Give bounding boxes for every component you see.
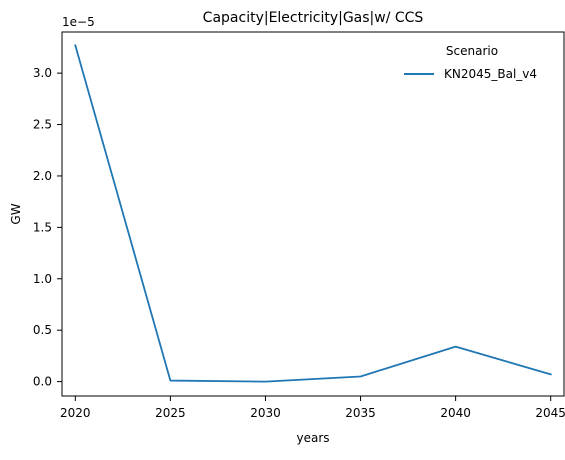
x-tick-label: 2025 <box>155 406 186 420</box>
y-axis-offset-label: 1e−5 <box>62 15 95 29</box>
legend: Scenario KN2045_Bal_v4 <box>404 44 537 81</box>
series-line-kn2045-bal-v4 <box>74 44 552 383</box>
y-tick-label: 3.0 <box>33 66 52 80</box>
x-axis-ticks: 2020 2025 2030 2035 2040 2045 <box>60 396 565 420</box>
chart-title: Capacity|Electricity|Gas|w/ CCS <box>203 10 424 26</box>
x-tick-label: 2035 <box>345 406 376 420</box>
plot-frame <box>61 31 565 397</box>
x-tick-label: 2045 <box>535 406 565 420</box>
series-layer <box>74 44 552 383</box>
plot-area <box>61 31 565 397</box>
x-axis-label: years <box>296 431 329 445</box>
y-tick-label: 0.5 <box>33 323 52 337</box>
y-axis-label: GW <box>9 203 23 224</box>
legend-title: Scenario <box>446 44 498 58</box>
y-tick-label: 1.5 <box>33 220 52 234</box>
y-tick-label: 1.0 <box>33 272 52 286</box>
y-tick-label: 0.0 <box>33 375 52 389</box>
y-axis-ticks: 0.0 0.5 1.0 1.5 2.0 2.5 3.0 <box>33 66 62 389</box>
y-tick-label: 2.0 <box>33 169 52 183</box>
y-tick-label: 2.5 <box>33 118 52 132</box>
x-tick-label: 2040 <box>440 406 471 420</box>
legend-label-kn2045-bal-v4: KN2045_Bal_v4 <box>444 67 537 81</box>
x-tick-label: 2020 <box>60 406 91 420</box>
x-tick-label: 2030 <box>250 406 281 420</box>
